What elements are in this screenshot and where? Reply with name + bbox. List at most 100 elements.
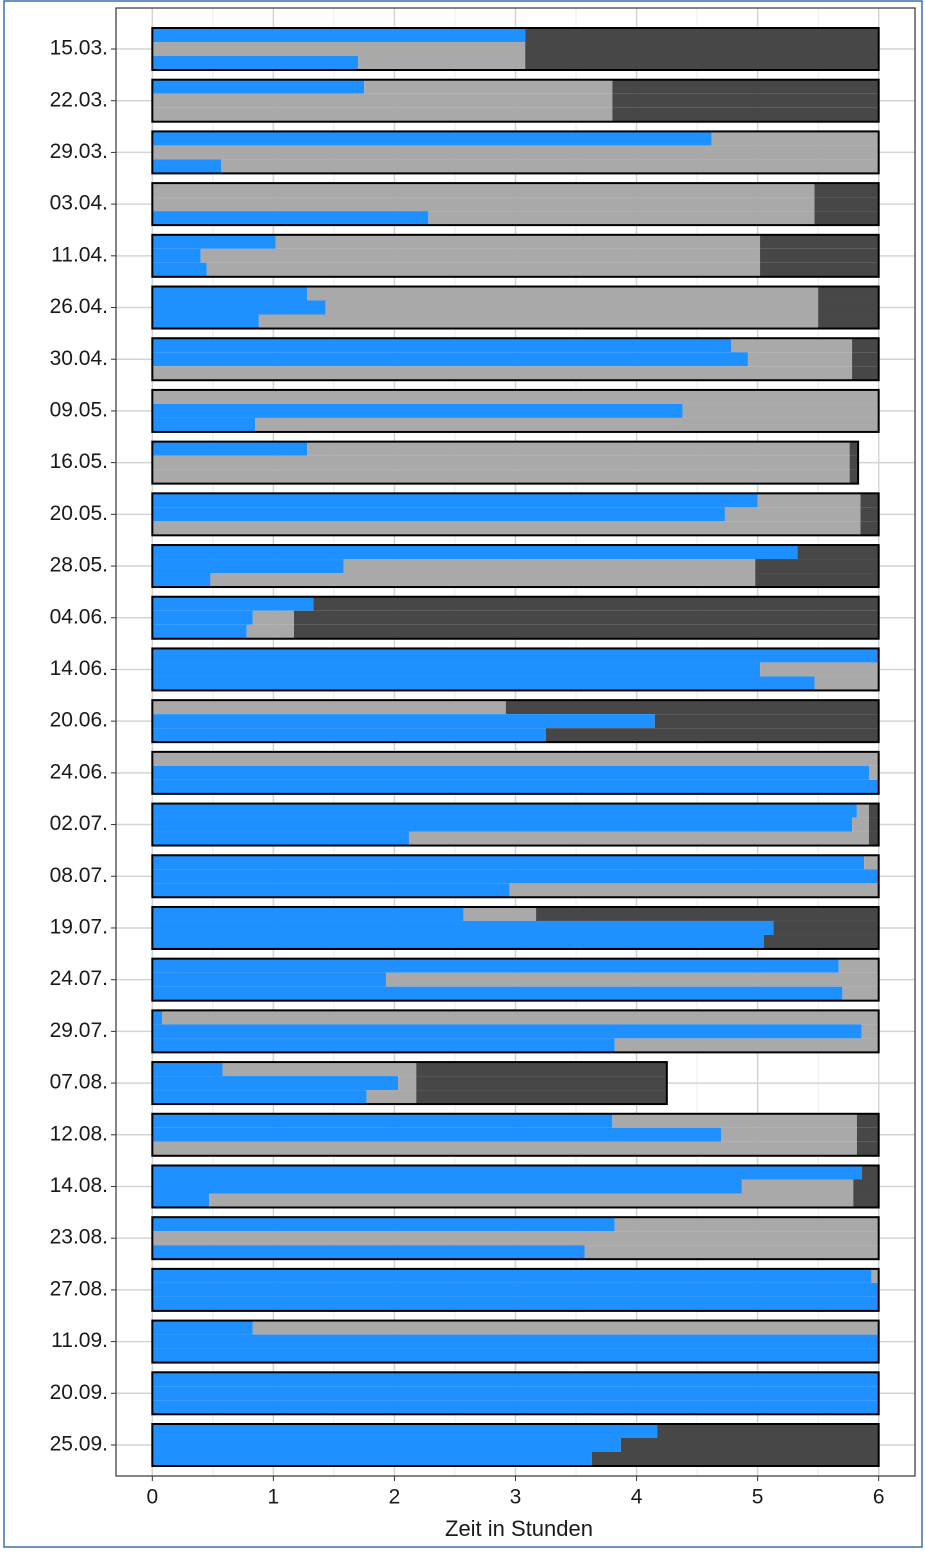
y-tick-label: 02.07. <box>50 812 108 835</box>
x-tick-label: 0 <box>146 1486 158 1509</box>
bar-segment <box>152 248 201 263</box>
bar-segment <box>408 831 869 846</box>
bar-segment <box>152 714 655 729</box>
bar-segment <box>416 1062 667 1077</box>
bar-segment <box>366 1090 417 1105</box>
bar-segment <box>838 958 879 973</box>
bar-outline <box>151 78 880 123</box>
bar-segment <box>818 300 879 315</box>
x-tick-label: 6 <box>873 1486 885 1509</box>
bar-segment <box>152 507 725 522</box>
bar-outline <box>151 388 880 433</box>
bar-segment <box>724 507 861 522</box>
bar-segment <box>152 1438 621 1452</box>
bar-outline <box>151 1267 880 1312</box>
bar-segment <box>152 145 879 160</box>
bar-segment <box>152 596 314 611</box>
bar-segment <box>152 1141 857 1156</box>
bar-segment <box>730 338 853 353</box>
bar-outline <box>151 647 880 692</box>
bar-outline <box>151 1423 880 1467</box>
y-tick-label: 20.06. <box>50 709 108 732</box>
bar-segment <box>853 1193 879 1208</box>
bar-segment <box>152 389 879 404</box>
bar-segment <box>755 573 879 588</box>
bar-segment <box>152 765 869 780</box>
bar-segment <box>200 248 761 263</box>
bar-segment <box>871 1268 879 1283</box>
bar-segment <box>525 56 879 70</box>
bar-segment <box>584 1245 879 1260</box>
y-tick-label: 03.04. <box>50 192 108 215</box>
bar-segment <box>152 906 464 921</box>
bar-segment <box>325 300 819 315</box>
y-tick-label: 29.07. <box>50 1019 108 1042</box>
bar-segment <box>760 248 879 263</box>
bar-segment <box>210 573 756 588</box>
bar-segment <box>856 1113 879 1128</box>
bar-segment <box>721 1127 857 1142</box>
bar-segment <box>255 417 879 432</box>
bar-segment <box>152 1217 615 1232</box>
x-tick-label: 5 <box>752 1486 764 1509</box>
bar-segment <box>152 286 308 301</box>
bar-outline <box>151 544 880 589</box>
bar-segment <box>293 624 879 639</box>
bar-segment <box>757 493 861 508</box>
bar-segment <box>505 700 879 715</box>
bar-segment <box>209 1193 854 1208</box>
bar-segment <box>152 934 764 949</box>
bar-outline <box>151 440 860 485</box>
bar-segment <box>747 352 853 367</box>
bar-segment <box>760 662 879 677</box>
bar-segment <box>152 1024 862 1039</box>
bar-segment <box>152 234 276 249</box>
bar-outline <box>151 1112 880 1157</box>
bar-segment <box>868 803 879 818</box>
bar-segment <box>525 28 879 42</box>
bar-segment <box>849 455 859 470</box>
bar-segment <box>152 545 798 560</box>
bar-segment <box>612 93 879 108</box>
bar-segment <box>152 493 758 508</box>
bar-segment <box>654 714 879 729</box>
y-tick-label: 16.05. <box>50 450 108 473</box>
y-tick-label: 14.06. <box>50 657 108 680</box>
bar-segment <box>152 1348 879 1363</box>
bar-segment <box>152 624 247 639</box>
bar-segment <box>152 1245 585 1260</box>
bar-segment <box>364 79 613 94</box>
bar-segment <box>463 906 537 921</box>
bar-segment <box>620 1438 879 1452</box>
bar-segment <box>428 211 815 226</box>
bar-segment <box>152 831 409 846</box>
bar-segment <box>152 1179 742 1194</box>
bar-segment <box>853 1179 879 1194</box>
bar-segment <box>152 1452 592 1466</box>
bar-segment <box>358 56 526 70</box>
bar-outline <box>151 492 880 537</box>
bar-segment <box>152 338 731 353</box>
bar-outline <box>151 130 880 175</box>
bar-segment <box>416 1090 667 1105</box>
bar-segment <box>152 403 683 418</box>
bar-segment <box>152 1062 223 1077</box>
bar-outline <box>151 1319 880 1364</box>
bar-segment <box>612 1113 857 1128</box>
y-tick-label: 04.06. <box>50 605 108 628</box>
bar-segment <box>152 958 839 973</box>
bar-segment <box>152 159 222 174</box>
bar-outline <box>151 337 880 382</box>
bar-segment <box>152 79 365 94</box>
bar-segment <box>868 831 879 846</box>
y-tick-label: 27.08. <box>50 1277 108 1300</box>
bar-segment <box>152 1372 879 1387</box>
bar-segment <box>152 1386 879 1401</box>
bar-segment <box>856 1127 879 1142</box>
bar-segment <box>152 211 429 226</box>
bar-segment <box>760 234 879 249</box>
bar-segment <box>152 1320 253 1335</box>
bar-segment <box>152 262 207 277</box>
y-tick-label: 23.08. <box>50 1226 108 1249</box>
